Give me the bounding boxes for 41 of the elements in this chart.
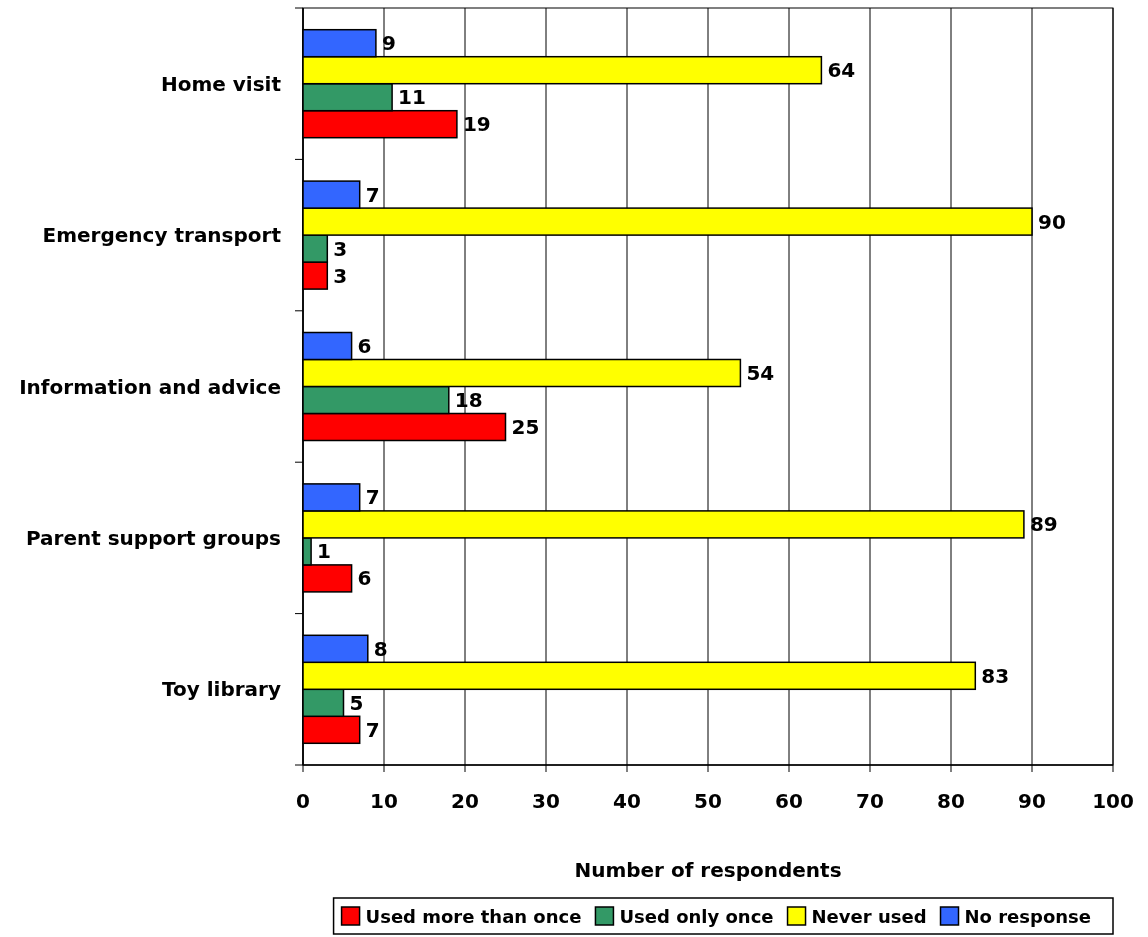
legend-label: Used only once: [619, 905, 774, 927]
x-tick-label: 30: [532, 789, 560, 813]
data-label: 64: [827, 58, 856, 83]
x-tick-label: 100: [1092, 789, 1134, 813]
data-label: 54: [746, 361, 775, 385]
y-tick-label: Information and advice: [19, 374, 281, 399]
x-tick-label: 80: [937, 789, 965, 813]
x-tick-label: 70: [856, 789, 884, 813]
x-tick-label: 90: [1018, 789, 1046, 813]
y-tick-label: Emergency transport: [42, 223, 282, 248]
data-label: 6: [357, 334, 372, 358]
data-label: 7: [365, 717, 380, 742]
data-label: 7: [365, 485, 380, 510]
data-label: 1: [317, 539, 332, 564]
data-label: 83: [981, 663, 1010, 688]
legend-label: Used more than once: [365, 905, 582, 927]
data-label: 18: [454, 388, 483, 412]
data-label: 7: [365, 182, 380, 207]
x-tick-label: 60: [775, 789, 803, 813]
data-label: 11: [398, 85, 426, 110]
data-label: 9: [381, 31, 396, 56]
y-tick-label: Home visit: [160, 71, 282, 96]
data-label: 5: [349, 690, 364, 715]
data-label: 19: [462, 112, 491, 137]
data-label: 89: [1029, 512, 1058, 537]
y-tick-label: Parent support groups: [25, 525, 281, 550]
data-label: 25: [511, 415, 540, 439]
y-tick-label: Toy library: [161, 677, 281, 702]
x-tick-label: 10: [370, 789, 398, 813]
x-axis-title: Number of respondents: [574, 858, 842, 882]
data-label: 3: [333, 236, 348, 261]
data-label: 90: [1038, 209, 1066, 234]
x-tick-label: 40: [613, 789, 641, 813]
data-label: 3: [333, 263, 348, 288]
legend-label: Never used: [811, 905, 927, 927]
legend-label: No response: [964, 905, 1091, 927]
x-tick-label: 50: [694, 789, 722, 813]
x-tick-label: 0: [296, 789, 310, 813]
x-tick-label: 20: [451, 789, 479, 813]
data-label: 8: [373, 636, 388, 661]
data-label: 6: [357, 566, 372, 591]
